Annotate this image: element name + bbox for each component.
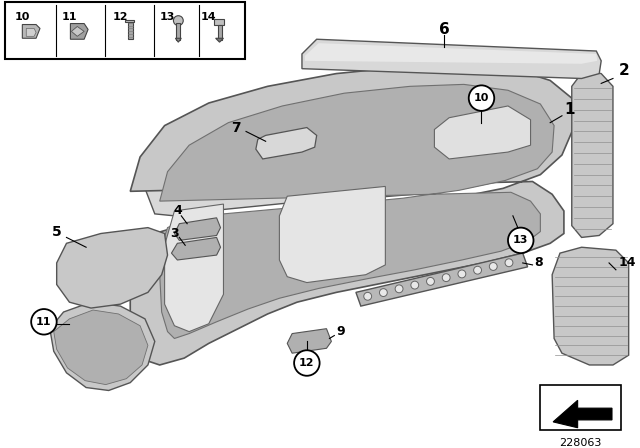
Polygon shape [572,71,613,237]
Bar [214,19,225,25]
Polygon shape [50,302,155,391]
Polygon shape [256,128,317,159]
Text: 12: 12 [113,12,128,22]
Circle shape [505,259,513,267]
Text: 9: 9 [336,325,345,338]
Circle shape [395,285,403,293]
Text: 14: 14 [619,256,636,269]
Polygon shape [131,64,573,365]
Polygon shape [280,186,385,283]
Bar [177,22,180,40]
Circle shape [294,350,319,376]
Text: 11: 11 [61,12,77,22]
Polygon shape [356,253,527,306]
Bar [540,384,621,430]
Text: 4: 4 [173,204,182,217]
Text: 10: 10 [15,12,30,22]
Polygon shape [216,38,223,42]
Polygon shape [305,43,597,64]
Text: 228063: 228063 [559,438,602,448]
Polygon shape [145,77,567,216]
Bar [218,25,221,40]
Circle shape [468,86,494,111]
Polygon shape [172,237,221,260]
Text: 13: 13 [160,12,175,22]
Circle shape [458,270,466,278]
Text: 2: 2 [619,63,630,78]
Polygon shape [70,24,88,39]
Text: 11: 11 [36,317,52,327]
Circle shape [31,309,57,335]
Polygon shape [302,39,601,78]
Circle shape [508,228,534,253]
Polygon shape [125,20,134,22]
Polygon shape [160,84,554,339]
Polygon shape [54,310,148,384]
Text: 1: 1 [564,103,575,117]
Polygon shape [175,38,181,42]
Text: 3: 3 [170,227,179,240]
Text: 13: 13 [513,235,529,246]
Text: 7: 7 [232,121,241,134]
Polygon shape [175,218,221,241]
Circle shape [173,16,183,26]
Text: 6: 6 [439,22,449,37]
Text: 12: 12 [299,358,315,368]
Text: 5: 5 [52,224,61,238]
Polygon shape [57,228,168,308]
Polygon shape [435,106,531,159]
Circle shape [411,281,419,289]
Polygon shape [26,29,36,36]
Polygon shape [72,26,84,36]
Text: 8: 8 [534,256,543,269]
Polygon shape [164,204,223,332]
Circle shape [380,289,387,297]
Circle shape [442,274,450,282]
Bar [4,2,245,59]
Circle shape [474,266,481,274]
Polygon shape [287,329,332,353]
Circle shape [364,293,372,300]
Text: 14: 14 [201,12,216,22]
Polygon shape [553,401,612,428]
Bar [128,22,133,39]
Polygon shape [22,25,40,38]
Circle shape [426,277,435,285]
Text: 10: 10 [474,93,489,103]
Polygon shape [552,247,628,365]
Circle shape [490,263,497,271]
